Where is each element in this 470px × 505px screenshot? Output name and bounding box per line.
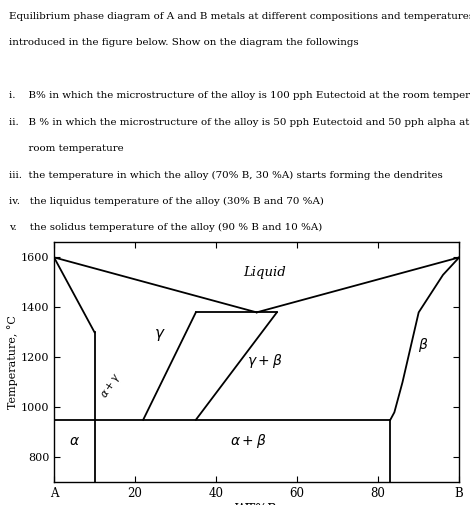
X-axis label: WT%B: WT%B bbox=[235, 503, 278, 505]
Text: introduced in the figure below. Show on the diagram the followings: introduced in the figure below. Show on … bbox=[9, 38, 359, 47]
Text: iv.   the liquidus temperature of the alloy (30% B and 70 %A): iv. the liquidus temperature of the allo… bbox=[9, 197, 324, 206]
Text: $\alpha+\beta$: $\alpha+\beta$ bbox=[230, 432, 267, 450]
Text: ii.   B % in which the microstructure of the alloy is 50 pph Eutectoid and 50 pp: ii. B % in which the microstructure of t… bbox=[9, 118, 470, 127]
Text: Liquid: Liquid bbox=[243, 266, 286, 279]
Text: v.    the solidus temperature of the alloy (90 % B and 10 %A): v. the solidus temperature of the alloy … bbox=[9, 223, 322, 232]
Text: iii.  the temperature in which the alloy (70% B, 30 %A) starts forming the dendr: iii. the temperature in which the alloy … bbox=[9, 171, 443, 180]
Text: $\alpha+\gamma$: $\alpha+\gamma$ bbox=[98, 371, 124, 401]
Text: Equilibrium phase diagram of A and B metals at different compositions and temper: Equilibrium phase diagram of A and B met… bbox=[9, 12, 470, 21]
Text: $\alpha$: $\alpha$ bbox=[69, 434, 80, 448]
Text: i.    B% in which the microstructure of the alloy is 100 pph Eutectoid at the ro: i. B% in which the microstructure of the… bbox=[9, 91, 470, 100]
Y-axis label: Temperature, °C: Temperature, °C bbox=[7, 316, 18, 409]
Text: $\gamma+\beta$: $\gamma+\beta$ bbox=[247, 352, 282, 370]
Text: room temperature: room temperature bbox=[9, 144, 124, 153]
Text: $\beta$: $\beta$ bbox=[417, 336, 428, 354]
Text: $\gamma$: $\gamma$ bbox=[154, 327, 165, 343]
